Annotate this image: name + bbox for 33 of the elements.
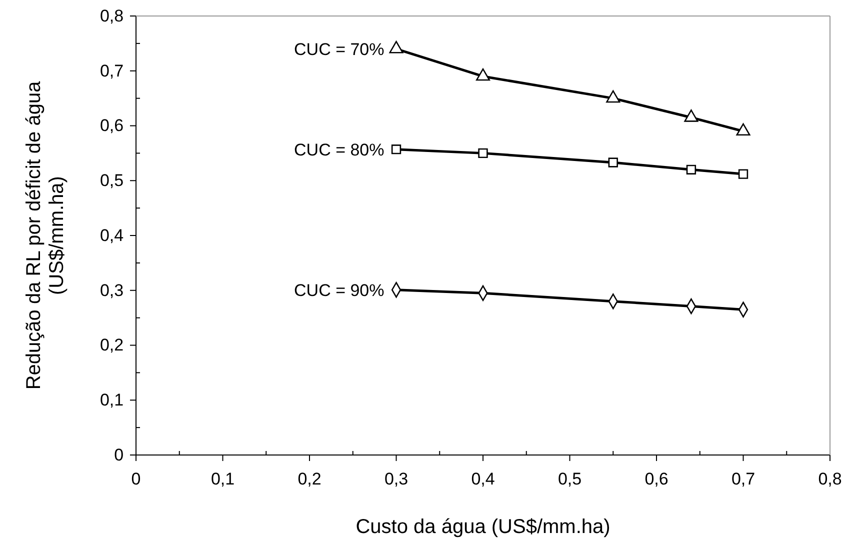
series-label: CUC = 70% [294,40,384,59]
x-tick-label: 0,4 [471,469,495,488]
y-tick-label: 0,5 [100,171,124,190]
x-tick-label: 0,7 [731,469,756,488]
y-tick-label: 0,7 [100,61,124,80]
point [738,169,748,179]
y-tick-label: 0,6 [100,116,124,136]
y-tick-label: 0,4 [100,226,124,245]
x-tick-label: 0,5 [558,469,582,488]
point [606,90,620,103]
point [391,144,402,154]
y-tick-label: 0,8 [100,6,124,26]
point [608,158,618,168]
y-tick-label: 0,1 [100,390,124,410]
x-tick-label: 0,6 [644,469,668,488]
point [478,148,488,158]
x-tick-label: 0,1 [210,469,235,488]
point [686,164,696,174]
point [476,68,490,81]
y-tick-label: 0,2 [100,336,124,355]
series-label: CUC = 80% [294,140,384,160]
y-tick-label: 0,3 [100,280,124,300]
x-tick-label: 0 [131,469,141,488]
x-tick-label: 0,3 [384,469,408,488]
x-axis-title: Custo da água (US$/mm.ha) [356,516,610,538]
point [736,123,750,136]
series-label: CUC = 90% [294,280,384,300]
point [684,110,698,122]
y-tick-label: 0 [114,445,124,464]
x-tick-label: 0,2 [298,469,322,488]
point [389,40,404,54]
x-tick-label: 0,8 [818,469,842,488]
y-axis-title: Redução da RL por déficit de água (US$/mm.ha) [23,80,68,390]
